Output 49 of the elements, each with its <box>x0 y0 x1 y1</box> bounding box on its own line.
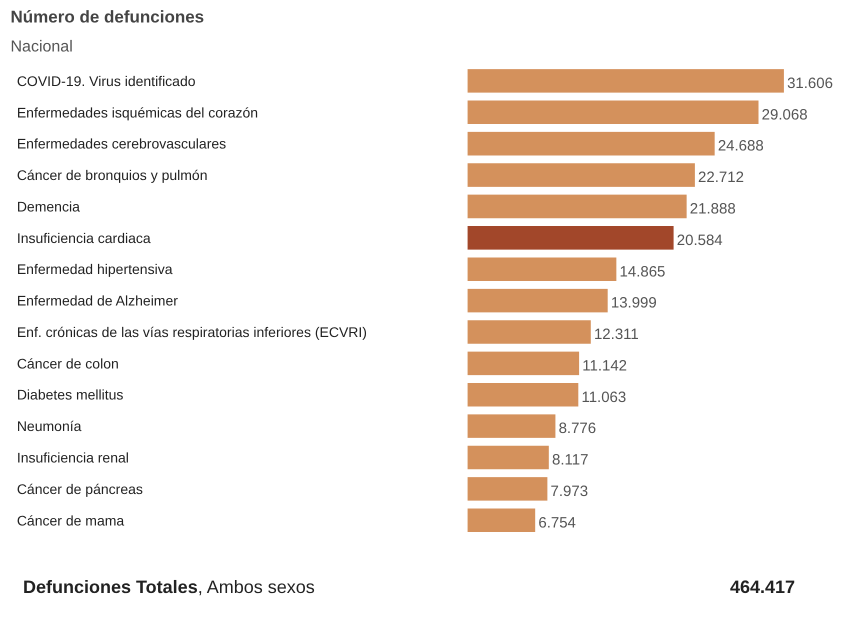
y-tick-label: Cáncer de mama <box>16 512 124 528</box>
bar <box>468 226 674 250</box>
data-label: 7.973 <box>550 482 588 500</box>
y-tick-label: Enfermedad de Alzheimer <box>16 292 178 309</box>
y-tick-label: Diabetes mellitus <box>16 386 124 403</box>
y-tick-label: Cáncer de páncreas <box>16 480 143 497</box>
data-label: 21.888 <box>690 200 736 218</box>
data-label: 31.606 <box>787 74 833 92</box>
data-label: 8.117 <box>552 452 588 469</box>
bar <box>468 382 578 407</box>
y-tick-label: Insuficiencia renal <box>16 450 129 466</box>
data-label: 11.063 <box>581 388 626 406</box>
bar <box>468 446 549 470</box>
bar <box>468 414 556 438</box>
data-label: 8.776 <box>558 420 596 438</box>
data-label: 20.584 <box>676 232 723 249</box>
data-label: 11.142 <box>582 357 628 374</box>
text: Número de defunciones <box>10 8 204 26</box>
data-label: 13.999 <box>610 294 657 312</box>
data-label: 22.712 <box>698 169 744 186</box>
data-label: 12.311 <box>594 326 639 344</box>
y-tick-label: Enfermedades cerebrovasculares <box>16 136 226 152</box>
data-label: 29.068 <box>762 106 808 124</box>
y-tick-label: Enfermedad hipertensiva <box>16 261 173 278</box>
data-label: 24.688 <box>718 138 764 155</box>
bar <box>468 132 715 156</box>
bar <box>468 288 608 312</box>
bar <box>468 352 580 376</box>
bar <box>468 477 548 501</box>
text: Nacional <box>10 38 73 56</box>
bar <box>468 257 616 281</box>
data-label: 6.754 <box>538 514 576 532</box>
data-label: 14.865 <box>620 263 666 280</box>
y-tick-label: Enf. crónicas de las vías respiratorias inferiores (ECVRI) <box>16 324 367 340</box>
y-tick-label: Demencia <box>16 198 80 214</box>
y-tick-label: COVID-19. Virus identificado <box>16 72 196 89</box>
y-tick-label: Insuficiencia cardiaca <box>16 230 151 246</box>
bar <box>468 163 695 187</box>
y-tick-label: Neumonía <box>16 418 82 434</box>
bar <box>468 508 536 532</box>
y-tick-label: Cáncer de bronquios y pulmón <box>16 167 208 184</box>
text: 464.417 <box>730 577 796 597</box>
bar <box>468 194 687 218</box>
text: Defunciones Totales, Ambos sexos <box>23 576 315 599</box>
bar <box>468 69 784 93</box>
y-tick-label: Cáncer de colon <box>16 355 119 372</box>
y-tick-label: Enfermedades isquémicas del corazón <box>16 104 258 120</box>
bar <box>468 100 759 124</box>
bar <box>468 320 591 344</box>
